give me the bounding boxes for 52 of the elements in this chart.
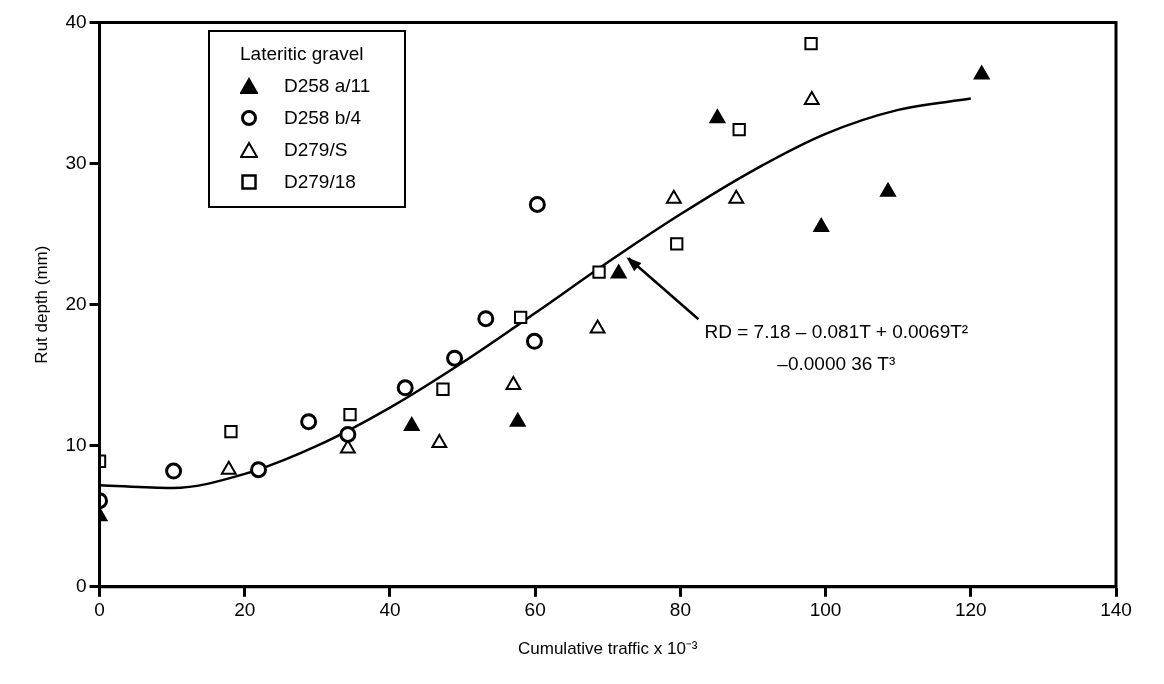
point (477, 310, 495, 328)
point (670, 237, 684, 251)
point (165, 462, 183, 480)
y-tick-label: 30 (65, 151, 87, 173)
point (880, 182, 896, 197)
point (709, 109, 726, 124)
point (665, 189, 682, 204)
point (396, 379, 414, 397)
point (300, 413, 318, 431)
point (509, 412, 526, 427)
legend-title: Lateritic gravel (240, 42, 365, 66)
point (610, 264, 627, 279)
y-tick-label: 10 (65, 433, 87, 455)
x-tick-label: 60 (524, 599, 546, 621)
point (436, 382, 450, 396)
x-tick-label: 120 (954, 599, 987, 621)
y-tick-label: 0 (75, 575, 87, 597)
x-axis-title: Cumulative traffic x 10⁻³ (518, 639, 698, 659)
y-tick-label: 20 (65, 292, 87, 314)
legend-label: D258 a/11 (284, 74, 371, 98)
point (592, 265, 606, 279)
point (973, 65, 990, 80)
point (446, 349, 464, 367)
annotation: RD = 7.18 – 0.081T + 0.0069T² –0.0000 36 T³ (704, 321, 969, 375)
legend-label: D258 b/4 (284, 106, 362, 130)
point (813, 218, 830, 232)
point (528, 195, 546, 213)
point (513, 310, 528, 324)
point (339, 425, 357, 443)
y-tick-label: 40 (65, 10, 87, 32)
point (224, 424, 238, 439)
point (525, 332, 543, 350)
point (803, 91, 820, 106)
point (343, 408, 357, 422)
y-axis-title: Rut depth (mm) (31, 245, 51, 364)
point (732, 122, 746, 137)
point (403, 416, 420, 431)
legend-label: D279/S (284, 138, 348, 162)
point (431, 433, 448, 448)
x-tick-label: 80 (669, 599, 691, 621)
x-tick-label: 0 (94, 599, 105, 621)
x-tick-label: 20 (234, 599, 256, 621)
point (220, 460, 237, 475)
x-tick-label: 140 (1100, 599, 1132, 621)
point (589, 319, 606, 334)
x-tick-label: 100 (809, 599, 842, 621)
point (250, 461, 268, 479)
legend-label: D279/18 (284, 170, 356, 194)
point (728, 189, 745, 204)
x-tick-label: 40 (379, 599, 401, 621)
point (804, 36, 818, 51)
point (505, 376, 522, 391)
